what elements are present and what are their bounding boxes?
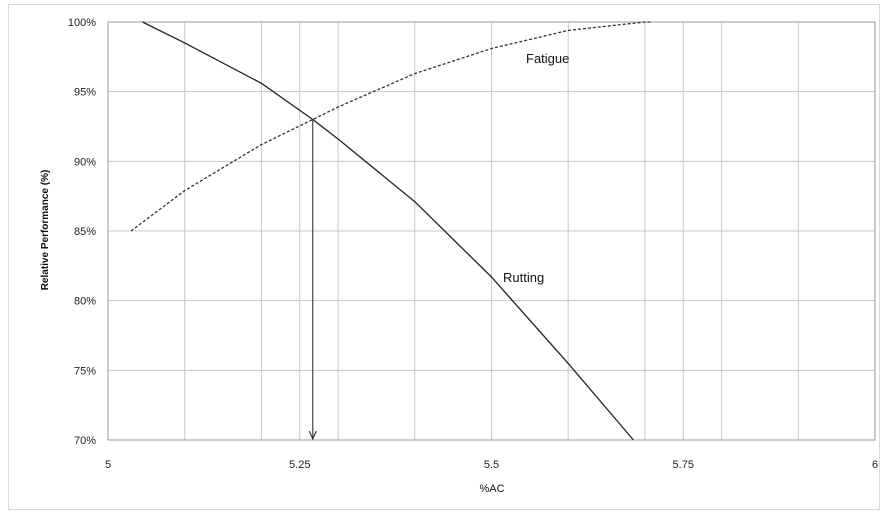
x-axis-label: %AC (479, 483, 504, 495)
y-tick-label: 85% (74, 226, 96, 238)
y-tick-labels: 70% 75% 80% 85% 90% 95% 100% (68, 17, 96, 447)
series-lines (130, 21, 653, 441)
chart-frame (8, 4, 880, 510)
annotations: Fatigue Rutting (503, 51, 569, 285)
plot-area-border (107, 21, 876, 441)
x-tick-label: 6 (872, 459, 878, 471)
x-tick-label: 5.25 (289, 459, 310, 471)
x-tick-label: 5 (105, 459, 111, 471)
y-tick-label: 90% (74, 156, 96, 168)
x-tick-label: 5.75 (673, 459, 694, 471)
annotation-rutting: Rutting (503, 270, 544, 285)
x-tick-label: 5.5 (484, 459, 499, 471)
fatigue-series-line (130, 21, 653, 232)
rutting-series-line (142, 21, 634, 441)
y-tick-label: 95% (74, 87, 96, 99)
annotation-fatigue: Fatigue (526, 51, 569, 66)
y-axis-label: Relative Performance (%) (40, 170, 51, 291)
y-tick-label: 70% (74, 435, 96, 447)
y-tick-label: 80% (74, 296, 96, 308)
grid (107, 21, 876, 441)
x-tick-labels: 5 5.25 5.5 5.75 6 (105, 459, 878, 471)
y-tick-label: 75% (74, 365, 96, 377)
y-tick-label: 100% (68, 17, 96, 29)
